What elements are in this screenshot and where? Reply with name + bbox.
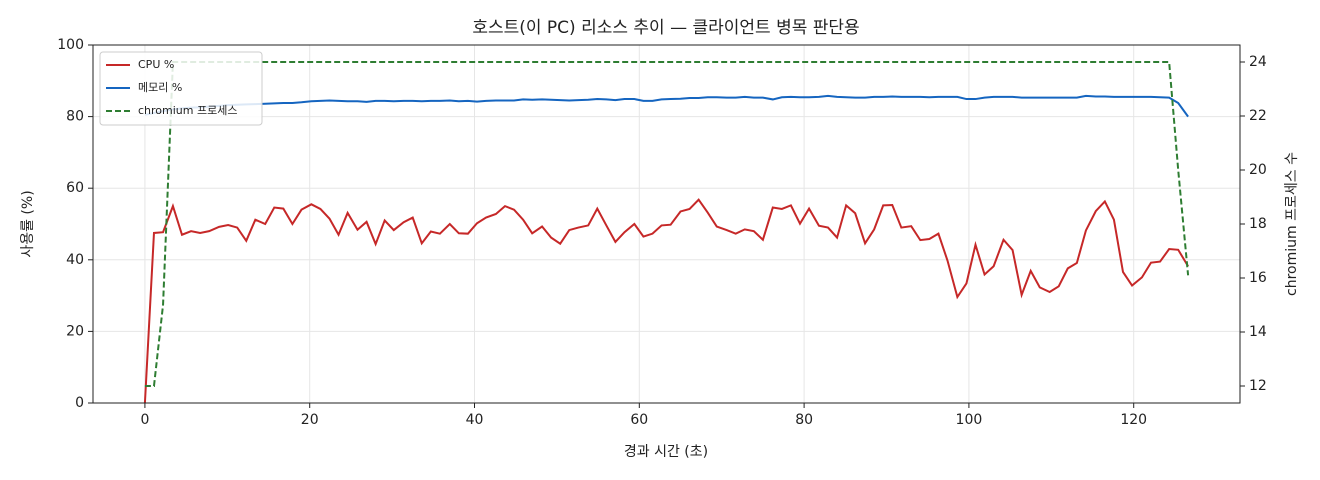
x-axis-label: 경과 시간 (초) — [624, 444, 708, 460]
y-tick-label: 80 — [66, 109, 84, 125]
x-tick-label: 120 — [1120, 412, 1147, 428]
y2-axis-label: chromium 프로세스 수 — [1284, 152, 1300, 296]
x-tick-label: 0 — [140, 412, 149, 428]
y2-tick-label: 12 — [1249, 378, 1267, 394]
legend-label: CPU % — [138, 58, 174, 71]
x-tick-label: 80 — [795, 412, 813, 428]
legend-box — [99, 51, 263, 126]
chart-title: 호스트(이 PC) 리소스 추이 — 클라이언트 병목 판단용 — [472, 18, 859, 38]
y-axis-label: 사용률 (%) — [20, 190, 36, 257]
y2-tick-label: 16 — [1249, 270, 1267, 286]
y-tick-label: 100 — [57, 37, 84, 53]
x-tick-label: 100 — [956, 412, 983, 428]
y-tick-label: 0 — [75, 395, 84, 411]
y2-tick-label: 14 — [1249, 324, 1267, 340]
y-tick-label: 20 — [66, 323, 84, 339]
series-line — [144, 94, 1189, 118]
legend-label: 메모리 % — [138, 81, 182, 94]
series-line — [144, 61, 1190, 387]
legend-label: chromium 프로세스 — [138, 104, 237, 117]
y2-tick-label: 24 — [1249, 54, 1267, 70]
y-tick-label: 60 — [66, 180, 84, 196]
y2-tick-label: 22 — [1249, 108, 1267, 124]
x-tick-label: 60 — [630, 412, 648, 428]
plot-frame — [92, 44, 1241, 404]
x-tick-label: 40 — [466, 412, 484, 428]
y2-tick-label: 18 — [1249, 216, 1267, 232]
series-line — [143, 198, 1189, 403]
y2-tick-label: 20 — [1249, 162, 1267, 178]
x-tick-label: 20 — [301, 412, 319, 428]
y-tick-label: 40 — [66, 252, 84, 268]
